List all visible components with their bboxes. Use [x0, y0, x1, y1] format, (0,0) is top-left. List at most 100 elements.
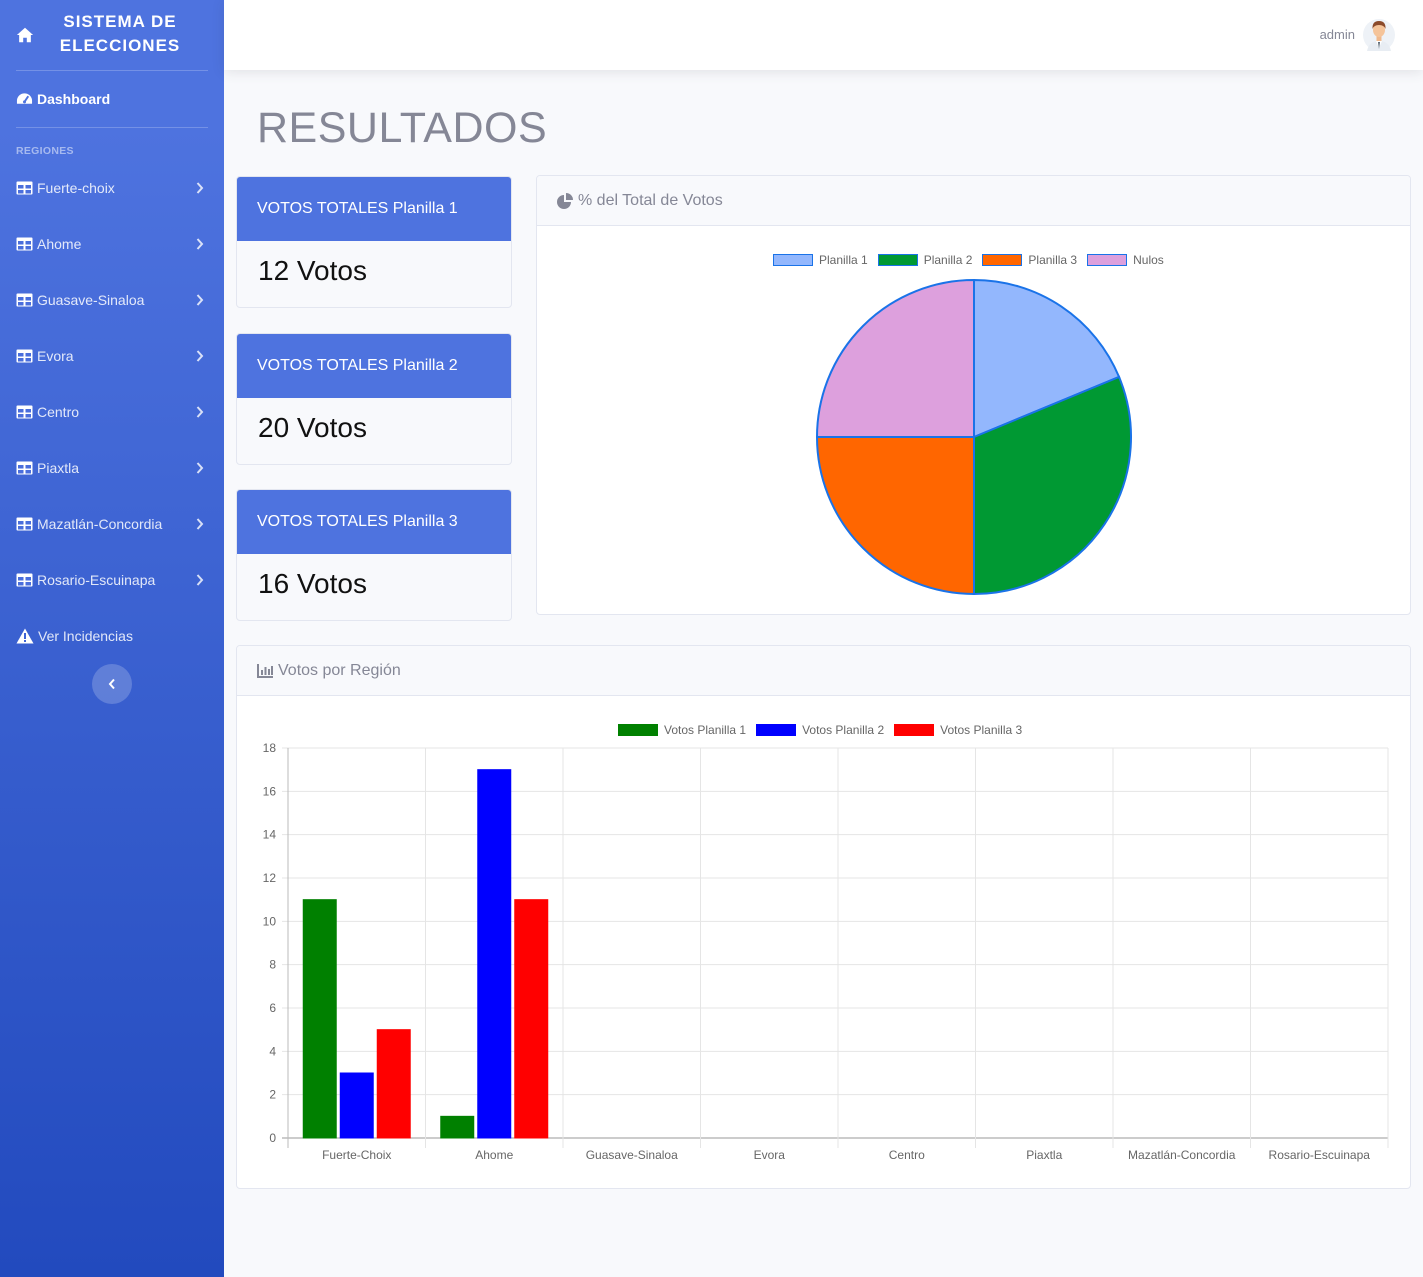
x-tick-label: Evora: [754, 1148, 786, 1162]
sidebar-divider: [16, 127, 208, 128]
x-tick-label: Mazatlán-Concordia: [1128, 1148, 1236, 1162]
brand-link[interactable]: SISTEMA DE ELECCIONES: [0, 0, 224, 70]
table-icon: [16, 237, 33, 251]
section-heading: REGIONES: [16, 145, 74, 157]
bar[interactable]: [302, 899, 337, 1139]
x-tick-label: Fuerte-Choix: [322, 1148, 391, 1162]
pie-slice[interactable]: [815, 278, 975, 438]
legend-swatch: [618, 724, 658, 736]
sidebar-item-region[interactable]: Ahome: [0, 224, 224, 264]
sidebar-item-dashboard[interactable]: Dashboard: [0, 79, 224, 119]
card-value: 12 Votos: [258, 255, 367, 286]
card-value: 16 Votos: [258, 568, 367, 599]
y-tick-label: 2: [269, 1088, 276, 1102]
chevron-right-icon: [196, 238, 204, 250]
sidebar-divider: [16, 70, 208, 71]
panel-title: % del Total de Votos: [578, 191, 723, 209]
legend-swatch: [773, 254, 813, 266]
sidebar-item-label: Fuerte-choix: [37, 180, 115, 196]
y-tick-label: 6: [269, 1001, 276, 1015]
avatar[interactable]: [1363, 17, 1395, 53]
legend-item[interactable]: Planilla 1: [773, 253, 868, 267]
y-tick-label: 18: [263, 741, 277, 755]
sidebar-item-label: Evora: [37, 348, 74, 364]
bar[interactable]: [477, 769, 512, 1139]
legend-item[interactable]: Votos Planilla 3: [894, 723, 1022, 737]
sidebar-item-region[interactable]: Mazatlán-Concordia: [0, 504, 224, 544]
chevron-left-icon: [108, 678, 115, 690]
pie-slice[interactable]: [973, 278, 1121, 439]
legend-swatch: [894, 724, 935, 736]
bar[interactable]: [339, 1072, 374, 1139]
legend-label: Votos Planilla 2: [802, 723, 885, 737]
y-tick-label: 16: [263, 784, 277, 798]
sidebar-item-label: Ver Incidencias: [38, 628, 133, 644]
pie-slice[interactable]: [973, 375, 1132, 596]
x-tick-label: Centro: [889, 1148, 925, 1162]
legend-swatch: [877, 254, 918, 266]
chevron-right-icon: [196, 462, 204, 474]
sidebar-item-region[interactable]: Evora: [0, 336, 224, 376]
sidebar-toggle-button[interactable]: [92, 664, 132, 704]
card-header: VOTOS TOTALES Planilla 1: [237, 177, 511, 241]
legend-item[interactable]: Nulos: [1087, 253, 1164, 267]
sidebar-item-region[interactable]: Guasave-Sinaloa: [0, 280, 224, 320]
legend-label: Planilla 1: [819, 253, 868, 267]
sidebar-item-incidencias[interactable]: Ver Incidencias: [0, 616, 224, 656]
panel-header: Votos por Región: [237, 646, 1410, 696]
chevron-right-icon: [196, 518, 204, 530]
x-tick-label: Piaxtla: [1026, 1148, 1062, 1162]
legend-item[interactable]: Votos Planilla 1: [618, 723, 746, 737]
table-icon: [16, 517, 33, 531]
pie-slice[interactable]: [815, 436, 975, 596]
table-icon: [16, 181, 33, 195]
chevron-right-icon: [196, 574, 204, 586]
sidebar-item-label: Ahome: [37, 236, 82, 252]
legend-item[interactable]: Planilla 3: [982, 253, 1077, 267]
chevron-right-icon: [196, 350, 204, 362]
votes-card-planilla-2: VOTOS TOTALES Planilla 2 20 Votos: [236, 333, 512, 465]
sidebar-item-region[interactable]: Centro: [0, 392, 224, 432]
bar-chart-icon: [257, 663, 273, 678]
table-icon: [16, 461, 33, 475]
y-tick-label: 14: [263, 828, 277, 842]
legend-swatch: [756, 724, 797, 736]
sidebar-item-region[interactable]: Fuerte-choix: [0, 168, 224, 208]
sidebar-item-label: Dashboard: [37, 91, 111, 107]
tachometer-icon: [16, 93, 33, 104]
topbar: admin: [224, 0, 1423, 70]
table-icon: [16, 349, 33, 363]
pie-legend: Planilla 1 Planilla 2 Planilla 3 Nulos: [773, 253, 1174, 267]
bar-chart: 0 2 4 6 8 10 12 14 16 18 Fuerte-Choix Ahome Guasave-…: [263, 741, 1389, 1162]
chevron-right-icon: [196, 294, 204, 306]
votes-card-planilla-1: VOTOS TOTALES Planilla 1 12 Votos: [236, 176, 512, 308]
legend-item[interactable]: Votos Planilla 2: [756, 723, 884, 737]
legend-label: Planilla 2: [923, 253, 973, 267]
sidebar-item-label: Mazatlán-Concordia: [37, 516, 163, 532]
bar[interactable]: [440, 1115, 475, 1139]
sidebar-item-label: Centro: [37, 404, 80, 420]
chevron-right-icon: [196, 406, 204, 418]
y-tick-label: 8: [269, 958, 276, 972]
sidebar-item-region[interactable]: Piaxtla: [0, 448, 224, 488]
x-tick-label: Ahome: [475, 1148, 513, 1162]
sidebar-item-region[interactable]: Rosario-Escuinapa: [0, 560, 224, 600]
sidebar-item-label: Piaxtla: [37, 460, 80, 476]
legend-swatch: [982, 254, 1023, 266]
legend-label: Votos Planilla 3: [940, 723, 1023, 737]
legend-label: Votos Planilla 1: [664, 723, 747, 737]
y-tick-label: 4: [269, 1044, 276, 1058]
brand-title: SISTEMA DE ELECCIONES: [59, 12, 181, 55]
pie-chart-icon: [557, 192, 573, 209]
legend-item[interactable]: Planilla 2: [877, 253, 973, 267]
card-header: VOTOS TOTALES Planilla 3: [237, 490, 511, 554]
bar[interactable]: [376, 1029, 411, 1139]
table-icon: [16, 293, 33, 307]
card-value: 20 Votos: [258, 412, 367, 443]
y-tick-label: 12: [263, 871, 277, 885]
sidebar-item-label: Rosario-Escuinapa: [37, 572, 156, 588]
bar[interactable]: [514, 899, 549, 1139]
warning-icon: [16, 628, 34, 644]
table-icon: [16, 573, 33, 587]
user-name[interactable]: admin: [1319, 27, 1355, 42]
